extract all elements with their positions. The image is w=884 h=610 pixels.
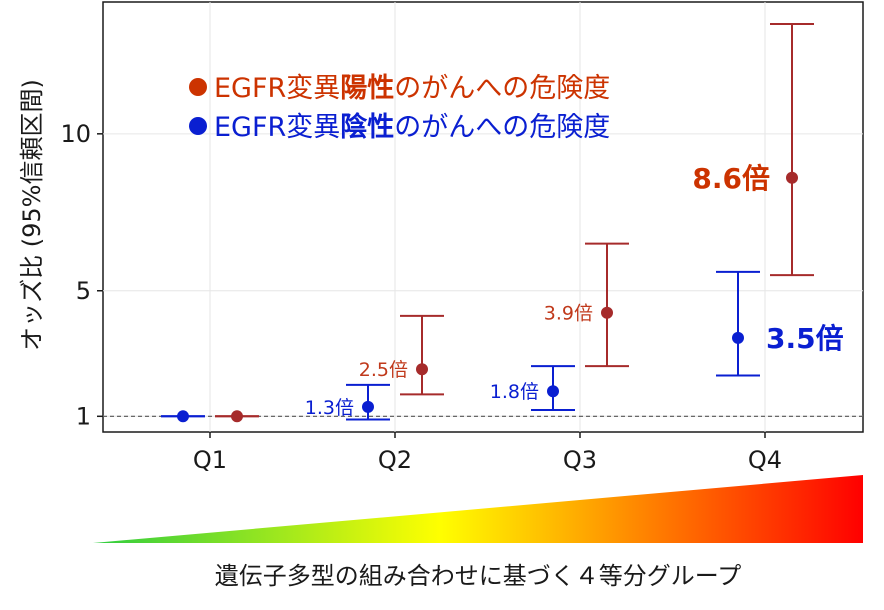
errorbar-negative-Q2 — [346, 383, 390, 421]
data-label-positive-Q4: 8.6倍 — [692, 162, 770, 195]
point-positive-Q1 — [231, 410, 243, 423]
point-positive-Q4 — [786, 171, 798, 184]
point-negative-Q2 — [362, 400, 374, 413]
y-axis-title: オッズ比 (95%信頼区間) — [18, 79, 46, 351]
y-tick-label: 10 — [60, 120, 91, 148]
legend-positive-bold: 陽性 — [340, 73, 394, 104]
errorbar-negative-Q4 — [716, 270, 760, 377]
errorbar-positive-Q3 — [585, 242, 629, 368]
data-label-positive-Q2: 2.5倍 — [359, 359, 408, 381]
x-tick-label: Q4 — [748, 446, 782, 474]
data-labels: 1.3倍 1.8倍 3.5倍 2.5倍 3.9倍 8.6倍 — [305, 162, 844, 419]
point-negative-Q3 — [547, 385, 559, 398]
plot-panel — [102, 1, 864, 433]
legend-dot-positive — [189, 78, 207, 96]
x-axis-title: 遺伝子多型の組み合わせに基づく４等分グループ — [215, 562, 742, 590]
gradient-wedge — [93, 475, 863, 543]
data-label-positive-Q3: 3.9倍 — [544, 303, 593, 325]
data-label-negative-Q4: 3.5倍 — [766, 322, 844, 355]
legend: EGFR変異陽性のがんへの危険度 EGFR変異陰性のがんへの危険度 — [189, 73, 610, 143]
data-label-negative-Q3: 1.8倍 — [490, 381, 539, 403]
legend-positive-prefix: EGFR変異 — [214, 73, 340, 104]
x-tick-label: Q3 — [563, 446, 597, 474]
legend-item-positive: EGFR変異陽性のがんへの危険度 — [214, 73, 610, 104]
y-tick-label: 5 — [76, 277, 91, 305]
legend-positive-suffix: のがんへの危険度 — [394, 73, 610, 104]
errorbar-negative-Q1 — [161, 410, 205, 423]
legend-negative-prefix: EGFR変異 — [214, 112, 340, 143]
errorbar-positive-Q2 — [400, 314, 444, 396]
x-axis: Q1 Q2 Q3 Q4 — [193, 432, 782, 474]
legend-negative-suffix: のがんへの危険度 — [394, 112, 610, 143]
x-tick-label: Q1 — [193, 446, 227, 474]
x-tick-label: Q2 — [378, 446, 412, 474]
chart-marks — [161, 22, 814, 423]
errorbar-positive-Q4 — [770, 22, 814, 277]
legend-negative-bold: 陰性 — [340, 111, 394, 143]
legend-item-negative: EGFR変異陰性のがんへの危険度 — [214, 111, 610, 143]
y-tick-label: 1 — [76, 402, 91, 430]
legend-dot-negative — [189, 117, 207, 135]
data-label-negative-Q2: 1.3倍 — [305, 397, 354, 419]
point-positive-Q2 — [416, 363, 428, 376]
errorbar-negative-Q3 — [531, 365, 575, 412]
point-negative-Q4 — [732, 331, 744, 344]
point-negative-Q1 — [177, 410, 189, 423]
errorbar-positive-Q1 — [215, 410, 259, 423]
point-positive-Q3 — [601, 306, 613, 319]
